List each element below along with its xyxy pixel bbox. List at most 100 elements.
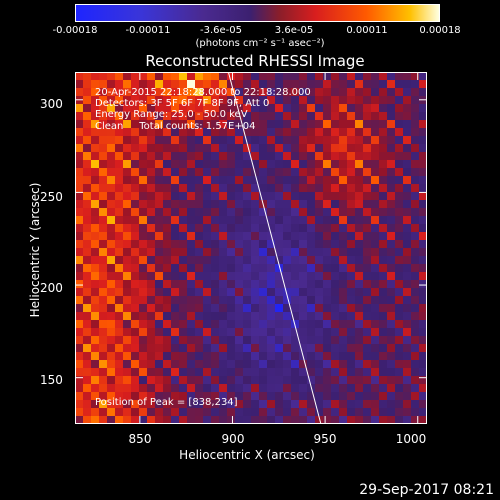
heatmap-cell <box>195 416 204 424</box>
heatmap-cell <box>419 384 427 393</box>
heatmap-cell <box>275 200 284 209</box>
heatmap-cell <box>251 416 260 424</box>
heatmap-cell <box>75 248 84 257</box>
heatmap-cell <box>403 128 412 137</box>
heatmap-cell <box>211 160 220 169</box>
heatmap-cell <box>267 416 276 424</box>
heatmap-cell <box>299 176 308 185</box>
heatmap-cell <box>339 272 348 281</box>
heatmap-cell <box>363 280 372 289</box>
heatmap-cell <box>267 296 276 305</box>
heatmap-cell <box>355 152 364 161</box>
heatmap-cell <box>315 264 324 273</box>
heatmap-cell <box>75 392 84 401</box>
heatmap-cell <box>171 384 180 393</box>
heatmap-cell <box>219 368 228 377</box>
heatmap-cell <box>75 88 84 97</box>
heatmap-cell <box>283 392 292 401</box>
heatmap-cell <box>91 392 100 401</box>
heatmap-cell <box>219 288 228 297</box>
heatmap-cell <box>179 216 188 225</box>
heatmap-cell <box>243 96 252 105</box>
heatmap-cell <box>347 136 356 145</box>
heatmap-cell <box>387 416 396 424</box>
heatmap-cell <box>243 400 252 409</box>
heatmap-cell <box>379 344 388 353</box>
heatmap-cell <box>211 168 220 177</box>
heatmap-cell <box>219 296 228 305</box>
heatmap-cell <box>107 224 116 233</box>
heatmap-cell <box>363 104 372 113</box>
heatmap-cell <box>211 320 220 329</box>
heatmap-cell <box>235 336 244 345</box>
heatmap-cell <box>331 88 340 97</box>
heatmap-cell <box>307 376 316 385</box>
heatmap-cell <box>411 336 420 345</box>
heatmap-cell <box>379 416 388 424</box>
heatmap-cell <box>387 352 396 361</box>
heatmap-cell <box>315 328 324 337</box>
heatmap-cell <box>283 88 292 97</box>
heatmap-cell <box>315 368 324 377</box>
heatmap-cell <box>131 336 140 345</box>
heatmap-cell <box>291 72 300 81</box>
heatmap-cell <box>387 400 396 409</box>
heatmap-cell <box>107 80 116 89</box>
heatmap-cell <box>315 104 324 113</box>
heatmap-cell <box>115 136 124 145</box>
heatmap-cell <box>91 416 100 424</box>
heatmap-cell <box>155 160 164 169</box>
heatmap-cell <box>235 168 244 177</box>
heatmap-cell <box>299 152 308 161</box>
heatmap-cell <box>251 320 260 329</box>
heatmap-cell <box>363 408 372 417</box>
heatmap-cell <box>259 72 268 81</box>
heatmap-cell <box>219 176 228 185</box>
heatmap-cell <box>251 88 260 97</box>
heatmap-cell <box>227 352 236 361</box>
heatmap-cell <box>411 224 420 233</box>
heatmap-cell <box>107 176 116 185</box>
heatmap-cell <box>75 336 84 345</box>
heatmap-cell <box>411 360 420 369</box>
heatmap-cell <box>387 408 396 417</box>
heatmap-cell <box>195 88 204 97</box>
heatmap-cell <box>347 96 356 105</box>
heatmap-cell <box>339 232 348 241</box>
heatmap-cell <box>339 144 348 153</box>
heatmap-cell <box>379 336 388 345</box>
heatmap-cell <box>371 160 380 169</box>
heatmap-cell <box>195 200 204 209</box>
heatmap-cell <box>347 264 356 273</box>
clean-counts-label: Clean Total counts: 1.57E+04 <box>95 121 256 132</box>
heatmap-cell <box>235 392 244 401</box>
heatmap-cell <box>251 224 260 233</box>
heatmap-cell <box>99 296 108 305</box>
heatmap-cell <box>211 248 220 257</box>
heatmap-cell <box>115 160 124 169</box>
heatmap-cell <box>139 200 148 209</box>
heatmap-cell <box>91 160 100 169</box>
heatmap-cell <box>275 296 284 305</box>
heatmap-cell <box>315 216 324 225</box>
heatmap-cell <box>363 304 372 313</box>
heatmap-cell <box>371 248 380 257</box>
heatmap-cell <box>315 320 324 329</box>
heatmap-cell <box>403 256 412 265</box>
heatmap-cell <box>171 400 180 409</box>
heatmap-cell <box>403 96 412 105</box>
heatmap-cell <box>107 72 116 81</box>
heatmap-cell <box>203 168 212 177</box>
heatmap-cell <box>411 232 420 241</box>
heatmap-cell <box>403 152 412 161</box>
heatmap-cell <box>235 224 244 233</box>
heatmap-cell <box>123 224 132 233</box>
heatmap-cell <box>387 312 396 321</box>
heatmap-cell <box>363 248 372 257</box>
heatmap-cell <box>131 296 140 305</box>
heatmap-cell <box>203 208 212 217</box>
heatmap-cell <box>235 416 244 424</box>
heatmap-cell <box>251 184 260 193</box>
heatmap-cell <box>371 376 380 385</box>
heatmap-cell <box>275 280 284 289</box>
